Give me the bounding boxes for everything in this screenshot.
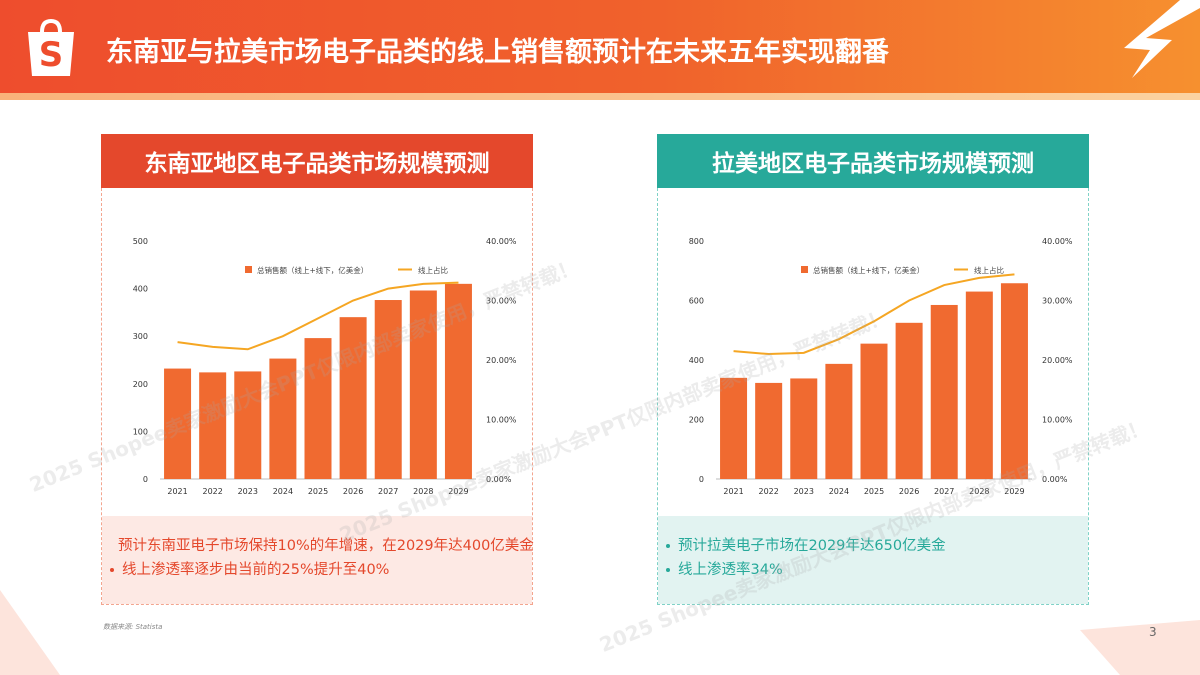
x-tick-label: 2027 bbox=[934, 487, 954, 496]
y2-tick-label: 40.00% bbox=[1042, 237, 1073, 246]
note-text: 预计东南亚电子市场保持10%的年增速，在2029年达400亿美金 bbox=[118, 538, 534, 554]
y-tick-label: 800 bbox=[689, 237, 704, 246]
bar-2027 bbox=[374, 300, 402, 479]
bar-2024 bbox=[825, 363, 853, 479]
bar-2026 bbox=[895, 322, 923, 479]
legend-label-bar: 总销售额（线上+线下，亿美金） bbox=[813, 265, 924, 275]
note-item: 线上渗透率34% bbox=[662, 558, 1088, 582]
panel-body: 总销售额（线上+线下，亿美金） 线上占比 0 100 200 300 400 500 0.00%… bbox=[101, 188, 534, 605]
bar-2029 bbox=[1000, 283, 1028, 479]
x-tick-label: 2029 bbox=[1004, 487, 1024, 496]
x-tick-label: 2028 bbox=[969, 487, 989, 496]
x-tick-label: 2021 bbox=[167, 487, 187, 496]
decor-triangle-right bbox=[1080, 620, 1200, 675]
panel-title: 拉美地区电子品类市场规模预测 bbox=[657, 134, 1089, 188]
chart-legend: 总销售额（线上+线下，亿美金） 线上占比 bbox=[245, 265, 448, 275]
panel-notes: 预计东南亚电子市场保持10%的年增速，在2029年达400亿美金 线上渗透率逐步… bbox=[102, 516, 534, 604]
y2-tick-label: 30.00% bbox=[486, 297, 517, 306]
y-tick-label: 0 bbox=[699, 475, 704, 484]
note-text: 预计拉美电子市场在2029年达650亿美金 bbox=[678, 538, 946, 554]
y-tick-label: 500 bbox=[133, 237, 148, 246]
bar-2021 bbox=[164, 368, 192, 479]
panel-notes: 预计拉美电子市场在2029年达650亿美金 线上渗透率34% bbox=[658, 516, 1088, 604]
x-tick-label: 2023 bbox=[238, 487, 258, 496]
x-tick-label: 2026 bbox=[343, 487, 363, 496]
legend-swatch-bar bbox=[801, 266, 808, 273]
x-tick-label: 2022 bbox=[758, 487, 778, 496]
y2-tick-label: 30.00% bbox=[1042, 297, 1073, 306]
latam-market-chart: 总销售额（线上+线下，亿美金） 线上占比 0 200 400 600 800 0.00% 10.… bbox=[689, 237, 1073, 496]
x-tick-label: 2029 bbox=[448, 487, 468, 496]
svg-text:S: S bbox=[39, 35, 64, 75]
x-tick-label: 2028 bbox=[413, 487, 433, 496]
bar-2024 bbox=[269, 358, 297, 479]
y2-tick-label: 10.00% bbox=[1042, 416, 1073, 425]
legend-label-line: 线上占比 bbox=[974, 265, 1004, 275]
x-tick-label: 2024 bbox=[273, 487, 293, 496]
chart-legend: 总销售额（线上+线下，亿美金） 线上占比 bbox=[801, 265, 1004, 275]
page-title: 东南亚与拉美市场电子品类的线上销售额预计在未来五年实现翻番 bbox=[106, 37, 889, 68]
bar-2023 bbox=[234, 371, 262, 479]
y-tick-label: 400 bbox=[133, 285, 148, 294]
legend-label-bar: 总销售额（线上+线下，亿美金） bbox=[257, 265, 368, 275]
y-tick-label: 600 bbox=[689, 297, 704, 306]
x-tick-label: 2026 bbox=[899, 487, 919, 496]
note-item: 线上渗透率逐步由当前的25%提升至40% bbox=[106, 558, 532, 582]
y2-tick-label: 0.00% bbox=[1042, 475, 1068, 484]
lightning-bolt-icon bbox=[1124, 0, 1200, 78]
panel-title: 东南亚地区电子品类市场规模预测 bbox=[101, 134, 533, 188]
y2-tick-label: 20.00% bbox=[486, 356, 517, 365]
x-tick-label: 2025 bbox=[308, 487, 328, 496]
x-tick-label: 2027 bbox=[378, 487, 398, 496]
panel-southeast-asia: 东南亚地区电子品类市场规模预测 总销售额（线上+线下，亿美金） 线上占比 0 100 2… bbox=[101, 134, 534, 605]
note-text: 线上渗透率逐步由当前的25%提升至40% bbox=[122, 562, 390, 578]
note-item: 预计拉美电子市场在2029年达650亿美金 bbox=[662, 534, 1088, 558]
bar-2022 bbox=[199, 372, 227, 479]
note-text: 线上渗透率34% bbox=[678, 562, 783, 578]
header-stripe bbox=[0, 93, 1200, 100]
panel-body: 总销售额（线上+线下，亿美金） 线上占比 0 200 400 600 800 0.00% 10.… bbox=[657, 188, 1089, 605]
bar-2021 bbox=[720, 377, 748, 479]
panel-latin-america: 拉美地区电子品类市场规模预测 总销售额（线上+线下，亿美金） 线上占比 0 200 40… bbox=[657, 134, 1089, 605]
header-banner: S 东南亚与拉美市场电子品类的线上销售额预计在未来五年实现翻番 bbox=[0, 0, 1200, 100]
legend-label-line: 线上占比 bbox=[418, 265, 448, 275]
bar-2028 bbox=[965, 291, 993, 479]
online-share-line bbox=[177, 281, 459, 351]
bar-2026 bbox=[339, 317, 367, 479]
x-tick-label: 2023 bbox=[794, 487, 814, 496]
bar-2022 bbox=[755, 382, 783, 479]
legend-swatch-bar bbox=[245, 266, 252, 273]
bullet-icon bbox=[666, 544, 670, 548]
y2-tick-label: 10.00% bbox=[486, 416, 517, 425]
bar-2023 bbox=[790, 378, 818, 479]
bar-2025 bbox=[304, 338, 332, 479]
y-tick-label: 400 bbox=[689, 356, 704, 365]
y2-tick-label: 0.00% bbox=[486, 475, 512, 484]
shopee-bag-icon: S bbox=[28, 18, 74, 76]
x-tick-label: 2024 bbox=[829, 487, 849, 496]
data-source: 数据来源: Statista bbox=[103, 623, 163, 631]
x-tick-label: 2021 bbox=[723, 487, 743, 496]
y-tick-label: 300 bbox=[133, 332, 148, 341]
online-share-line bbox=[733, 273, 1015, 356]
y2-tick-label: 20.00% bbox=[1042, 356, 1073, 365]
bullet-icon bbox=[110, 568, 114, 572]
bar-2029 bbox=[444, 283, 472, 479]
y-tick-label: 100 bbox=[133, 427, 148, 436]
bullet-icon bbox=[666, 568, 670, 572]
y-tick-label: 200 bbox=[133, 380, 148, 389]
bar-2027 bbox=[930, 304, 958, 479]
sea-market-chart: 总销售额（线上+线下，亿美金） 线上占比 0 100 200 300 400 500 0.00%… bbox=[133, 237, 517, 496]
page-number: 3 bbox=[1149, 625, 1157, 639]
decor-triangle-left bbox=[0, 590, 60, 675]
y-tick-label: 200 bbox=[689, 416, 704, 425]
note-item: 预计东南亚电子市场保持10%的年增速，在2029年达400亿美金 bbox=[106, 534, 534, 558]
x-tick-label: 2025 bbox=[864, 487, 884, 496]
bar-2028 bbox=[409, 290, 437, 479]
bar-2025 bbox=[860, 343, 888, 479]
x-tick-label: 2022 bbox=[202, 487, 222, 496]
y2-tick-label: 40.00% bbox=[486, 237, 517, 246]
y-tick-label: 0 bbox=[143, 475, 148, 484]
